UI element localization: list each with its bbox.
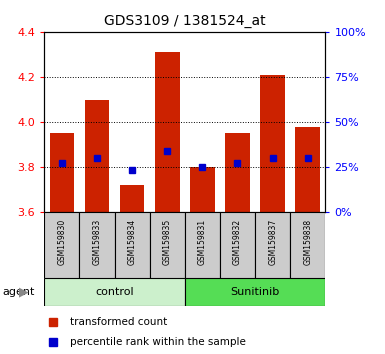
Text: control: control [95, 287, 134, 297]
Bar [185, 278, 325, 306]
Bar [185, 212, 220, 278]
Text: transformed count: transformed count [70, 318, 167, 327]
Bar [50, 133, 74, 212]
Bar [190, 167, 215, 212]
Bar [85, 99, 109, 212]
Text: GSM159835: GSM159835 [163, 219, 172, 265]
Text: agent: agent [2, 287, 34, 297]
Bar [155, 52, 179, 212]
Bar [255, 212, 290, 278]
Bar [79, 212, 115, 278]
Bar [260, 75, 285, 212]
Text: GSM159834: GSM159834 [127, 219, 137, 265]
Text: GSM159838: GSM159838 [303, 219, 312, 265]
Text: GSM159837: GSM159837 [268, 219, 277, 265]
Bar [220, 212, 255, 278]
Title: GDS3109 / 1381524_at: GDS3109 / 1381524_at [104, 14, 266, 28]
Bar [150, 212, 185, 278]
Bar [44, 278, 185, 306]
Bar [290, 212, 325, 278]
Bar [295, 127, 320, 212]
Bar [44, 212, 79, 278]
Text: Sunitinib: Sunitinib [231, 287, 280, 297]
Bar [120, 185, 144, 212]
Text: GSM159830: GSM159830 [57, 219, 66, 265]
Text: GSM159832: GSM159832 [233, 219, 242, 265]
Text: GSM159831: GSM159831 [198, 219, 207, 265]
Bar [225, 133, 250, 212]
Text: ▶: ▶ [19, 286, 29, 298]
Bar [115, 212, 150, 278]
Text: percentile rank within the sample: percentile rank within the sample [70, 337, 246, 347]
Text: GSM159833: GSM159833 [92, 219, 102, 265]
